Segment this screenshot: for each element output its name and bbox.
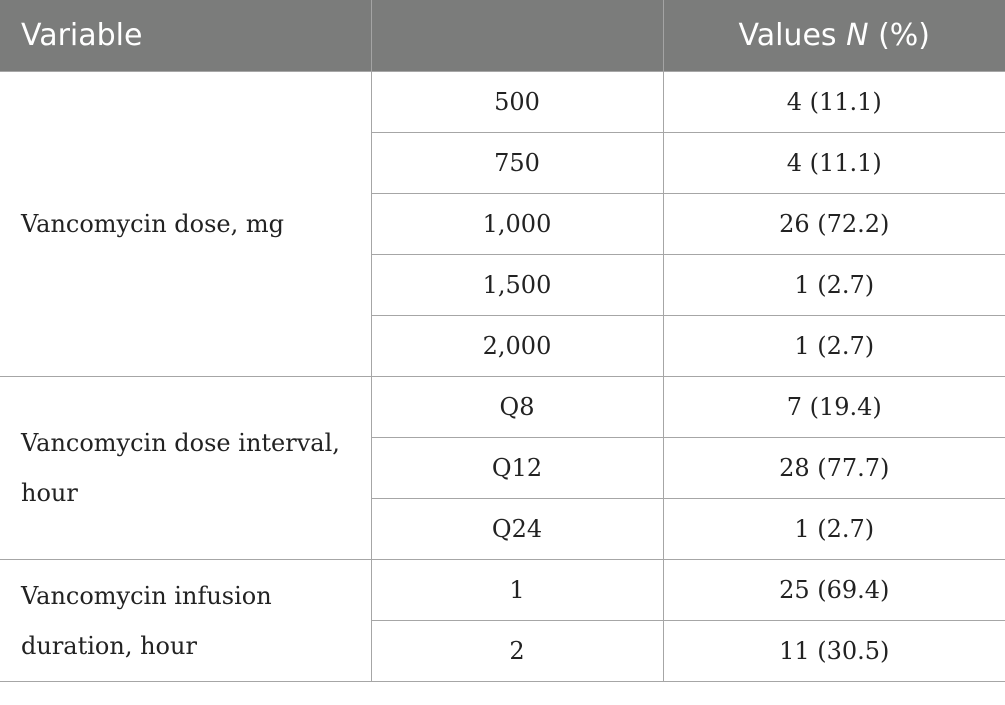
variable-dose-interval: Vancomycin dose interval, hour bbox=[0, 376, 372, 560]
value-cell: 1 (2.7) bbox=[662, 315, 1005, 377]
table-row: Q24 1 (2.7) bbox=[0, 498, 1005, 560]
header-level bbox=[371, 0, 664, 72]
table-row: 2 11 (30.5) bbox=[0, 620, 1005, 682]
table-row: 1,500 1 (2.7) bbox=[0, 254, 1005, 316]
value-cell: 11 (30.5) bbox=[662, 620, 1005, 682]
header-row: Variable Values N (%) bbox=[0, 0, 1005, 72]
value-cell: 25 (69.4) bbox=[662, 559, 1005, 621]
header-values-n: N bbox=[846, 18, 869, 53]
level-cell: 2,000 bbox=[371, 315, 664, 377]
table-body: Vancomycin dose, mg 500 4 (11.1) 750 4 (… bbox=[0, 71, 1005, 682]
level-cell: 1,500 bbox=[371, 254, 664, 316]
level-cell: 500 bbox=[370, 71, 664, 133]
value-cell: 1 (2.7) bbox=[662, 254, 1005, 316]
level-cell: 1 bbox=[370, 559, 664, 621]
level-cell: 1,000 bbox=[371, 193, 664, 255]
level-cell: Q12 bbox=[371, 437, 664, 499]
header-values-prefix: Values bbox=[738, 18, 847, 53]
header-variable: Variable bbox=[0, 0, 372, 72]
value-cell: 28 (77.7) bbox=[662, 437, 1005, 499]
level-cell: Q24 bbox=[371, 498, 664, 560]
value-cell: 4 (11.1) bbox=[662, 132, 1005, 194]
value-cell: 26 (72.2) bbox=[662, 193, 1005, 255]
variable-dose: Vancomycin dose, mg bbox=[0, 71, 372, 377]
table-row: 1,000 26 (72.2) bbox=[0, 193, 1005, 255]
level-cell: 2 bbox=[371, 620, 664, 682]
header-values-suffix: (%) bbox=[868, 18, 930, 53]
table-row: Vancomycin dose interval, hour Q8 7 (19.… bbox=[0, 376, 1005, 560]
level-cell: Q8 bbox=[370, 376, 664, 438]
table-row: Q12 28 (77.7) bbox=[0, 437, 1005, 499]
value-cell: 1 (2.7) bbox=[662, 498, 1005, 560]
header-values: Values N (%) bbox=[663, 0, 1005, 72]
table-row: Vancomycin infusion duration, hour 1 25 … bbox=[0, 559, 1005, 682]
value-cell: 4 (11.1) bbox=[662, 71, 1005, 133]
table-row: 750 4 (11.1) bbox=[0, 132, 1005, 194]
value-cell: 7 (19.4) bbox=[662, 376, 1005, 438]
table-row: Vancomycin dose, mg 500 4 (11.1) bbox=[0, 71, 1005, 377]
table-header: Variable Values N (%) bbox=[0, 0, 1005, 72]
level-cell: 750 bbox=[371, 132, 664, 194]
vancomycin-dosing-table: Variable Values N (%) Vancomycin dose, m… bbox=[0, 0, 1005, 682]
variable-infusion-duration: Vancomycin infusion duration, hour bbox=[0, 559, 372, 682]
